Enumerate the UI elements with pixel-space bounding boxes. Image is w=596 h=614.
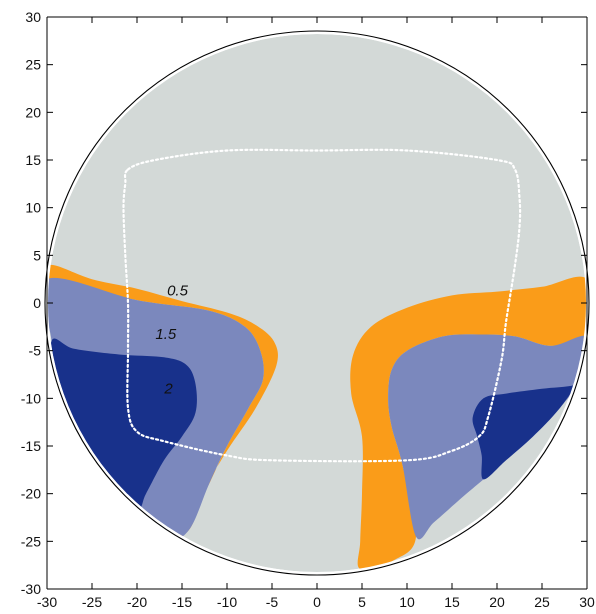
contour-disk [48, 34, 586, 572]
x-tick-label: -5 [266, 594, 279, 610]
outer-rim [44, 30, 590, 576]
x-tick-label: 0 [313, 594, 321, 610]
y-tick-label: -30 [21, 581, 41, 597]
x-tick-label: 5 [358, 594, 366, 610]
contour-label: 2 [163, 381, 173, 398]
y-tick-label: 10 [25, 200, 41, 216]
y-tick-label: 25 [25, 57, 41, 73]
y-tick-label: -15 [21, 438, 41, 454]
x-tick-label: 25 [534, 594, 550, 610]
y-tick-label: 20 [25, 104, 41, 120]
x-ticks: -30 -25 -20 -15 -10 -5 0 5 10 15 20 25 30 [37, 17, 595, 610]
contour-label: 1.5 [155, 326, 177, 343]
contour-band-0-5-right [350, 276, 586, 570]
x-tick-label: 20 [489, 594, 505, 610]
y-tick-label: -20 [21, 486, 41, 502]
contour-band-2-right [472, 369, 586, 480]
x-tick-label: 30 [579, 594, 595, 610]
contour-labels: 0.5 1.5 2 [155, 282, 188, 397]
y-tick-label: -25 [21, 533, 41, 549]
y-tick-label: 15 [25, 152, 41, 168]
x-tick-label: 10 [399, 594, 415, 610]
y-tick-label: -10 [21, 390, 41, 406]
x-tick-label: -25 [82, 594, 102, 610]
y-tick-label: 5 [33, 247, 41, 263]
y-tick-label: 0 [33, 295, 41, 311]
contour-band-2-left [50, 338, 197, 509]
contour-bands [48, 264, 586, 570]
x-tick-label: 15 [444, 594, 460, 610]
x-tick-label: -15 [172, 594, 192, 610]
y-ticks: -30 -25 -20 -15 -10 -5 0 5 10 15 20 25 30 [21, 9, 587, 597]
x-tick-label: -30 [37, 594, 57, 610]
y-tick-label: 30 [25, 9, 41, 25]
x-tick-label: -20 [127, 594, 147, 610]
y-tick-label: -5 [29, 343, 42, 359]
contour-label: 0.5 [167, 282, 189, 299]
dotted-outline [122, 148, 522, 463]
x-tick-label: -10 [217, 594, 237, 610]
